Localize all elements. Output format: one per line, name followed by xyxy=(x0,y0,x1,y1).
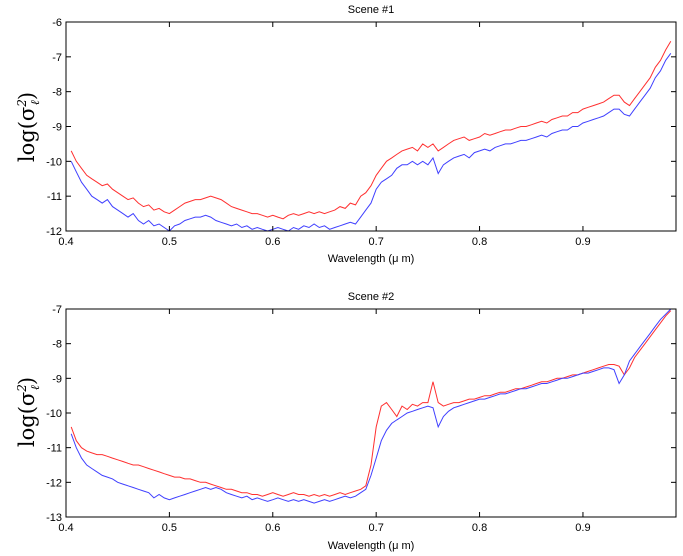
y-tick-label: -9 xyxy=(52,122,62,134)
plot-frame xyxy=(65,21,677,232)
y-tick-label: -10 xyxy=(46,156,62,168)
y-axis-title-close: ) xyxy=(15,92,39,100)
y-tick-label: -7 xyxy=(52,52,62,64)
x-tick-label: 0.8 xyxy=(472,236,487,248)
x-tick-label: 0.9 xyxy=(575,522,590,534)
y-axis-title: log(σ2ℓ) xyxy=(15,377,42,447)
y-tick-label: -8 xyxy=(52,339,62,351)
plot-area: 0.4 0.5 0.6 0.7 0.8 0.9 -6 -7 -8 -9 -10 -11 -12 xyxy=(46,17,677,248)
x-tick-label: 0.6 xyxy=(265,522,280,534)
plot-frame xyxy=(65,308,677,518)
x-tick-label: 0.9 xyxy=(575,236,590,248)
y-axis-title-sup: 2 xyxy=(15,99,29,108)
x-tick-label: 0.5 xyxy=(162,522,177,534)
x-tick-label: 0.8 xyxy=(472,522,487,534)
y-axis-title-close: ) xyxy=(15,377,39,385)
y-axis-title: log(σ2ℓ) xyxy=(15,92,42,162)
chart-scene-1: Scene #1 0.4 0.5 0.6 0.7 0.8 0.9 -6 -7 -8 -9 -10 -1… xyxy=(15,4,677,265)
y-axis-title-sup: 2 xyxy=(15,384,29,393)
x-axis-title: Wavelength (μ m) xyxy=(328,253,415,265)
chart-scene-2: Scene #2 0.4 0.5 0.6 0.7 0.8 0.9 -7 -8 -9 -10 -11 -… xyxy=(15,291,677,552)
y-axis-title-main: log(σ xyxy=(15,392,39,447)
y-tick-label: -11 xyxy=(47,443,62,455)
y-tick-label: -12 xyxy=(46,226,62,238)
series-line-2 xyxy=(70,53,672,232)
x-tick-label: 0.7 xyxy=(369,236,384,248)
series-line-1 xyxy=(70,40,672,220)
x-tick-label: 0.6 xyxy=(265,236,280,248)
plot-area: 0.4 0.5 0.6 0.7 0.8 0.9 -7 -8 -9 -10 -11 -12 -13 xyxy=(46,304,677,534)
y-axis-title-main: log(σ xyxy=(15,107,39,162)
y-tick-label: -12 xyxy=(46,477,62,489)
y-axis-title-sub: ℓ xyxy=(28,385,42,390)
y-tick-label: -8 xyxy=(52,87,62,99)
series-line-1 xyxy=(70,310,672,497)
series-line-2 xyxy=(70,308,672,504)
x-axis-title: Wavelength (μ m) xyxy=(328,540,415,552)
y-axis-title-sub: ℓ xyxy=(28,100,42,105)
y-tick-label: -6 xyxy=(52,17,62,29)
y-tick-label: -9 xyxy=(52,373,62,385)
x-tick-label: 0.4 xyxy=(58,522,73,534)
x-tick-label: 0.5 xyxy=(162,236,177,248)
chart-title: Scene #2 xyxy=(348,291,394,303)
y-tick-label: -13 xyxy=(46,512,62,524)
y-tick-label: -7 xyxy=(52,304,62,316)
y-tick-label: -10 xyxy=(46,408,62,420)
x-tick-label: 0.7 xyxy=(369,522,384,534)
chart-title: Scene #1 xyxy=(348,4,394,16)
x-tick-label: 0.4 xyxy=(58,236,73,248)
y-tick-label: -11 xyxy=(47,191,62,203)
